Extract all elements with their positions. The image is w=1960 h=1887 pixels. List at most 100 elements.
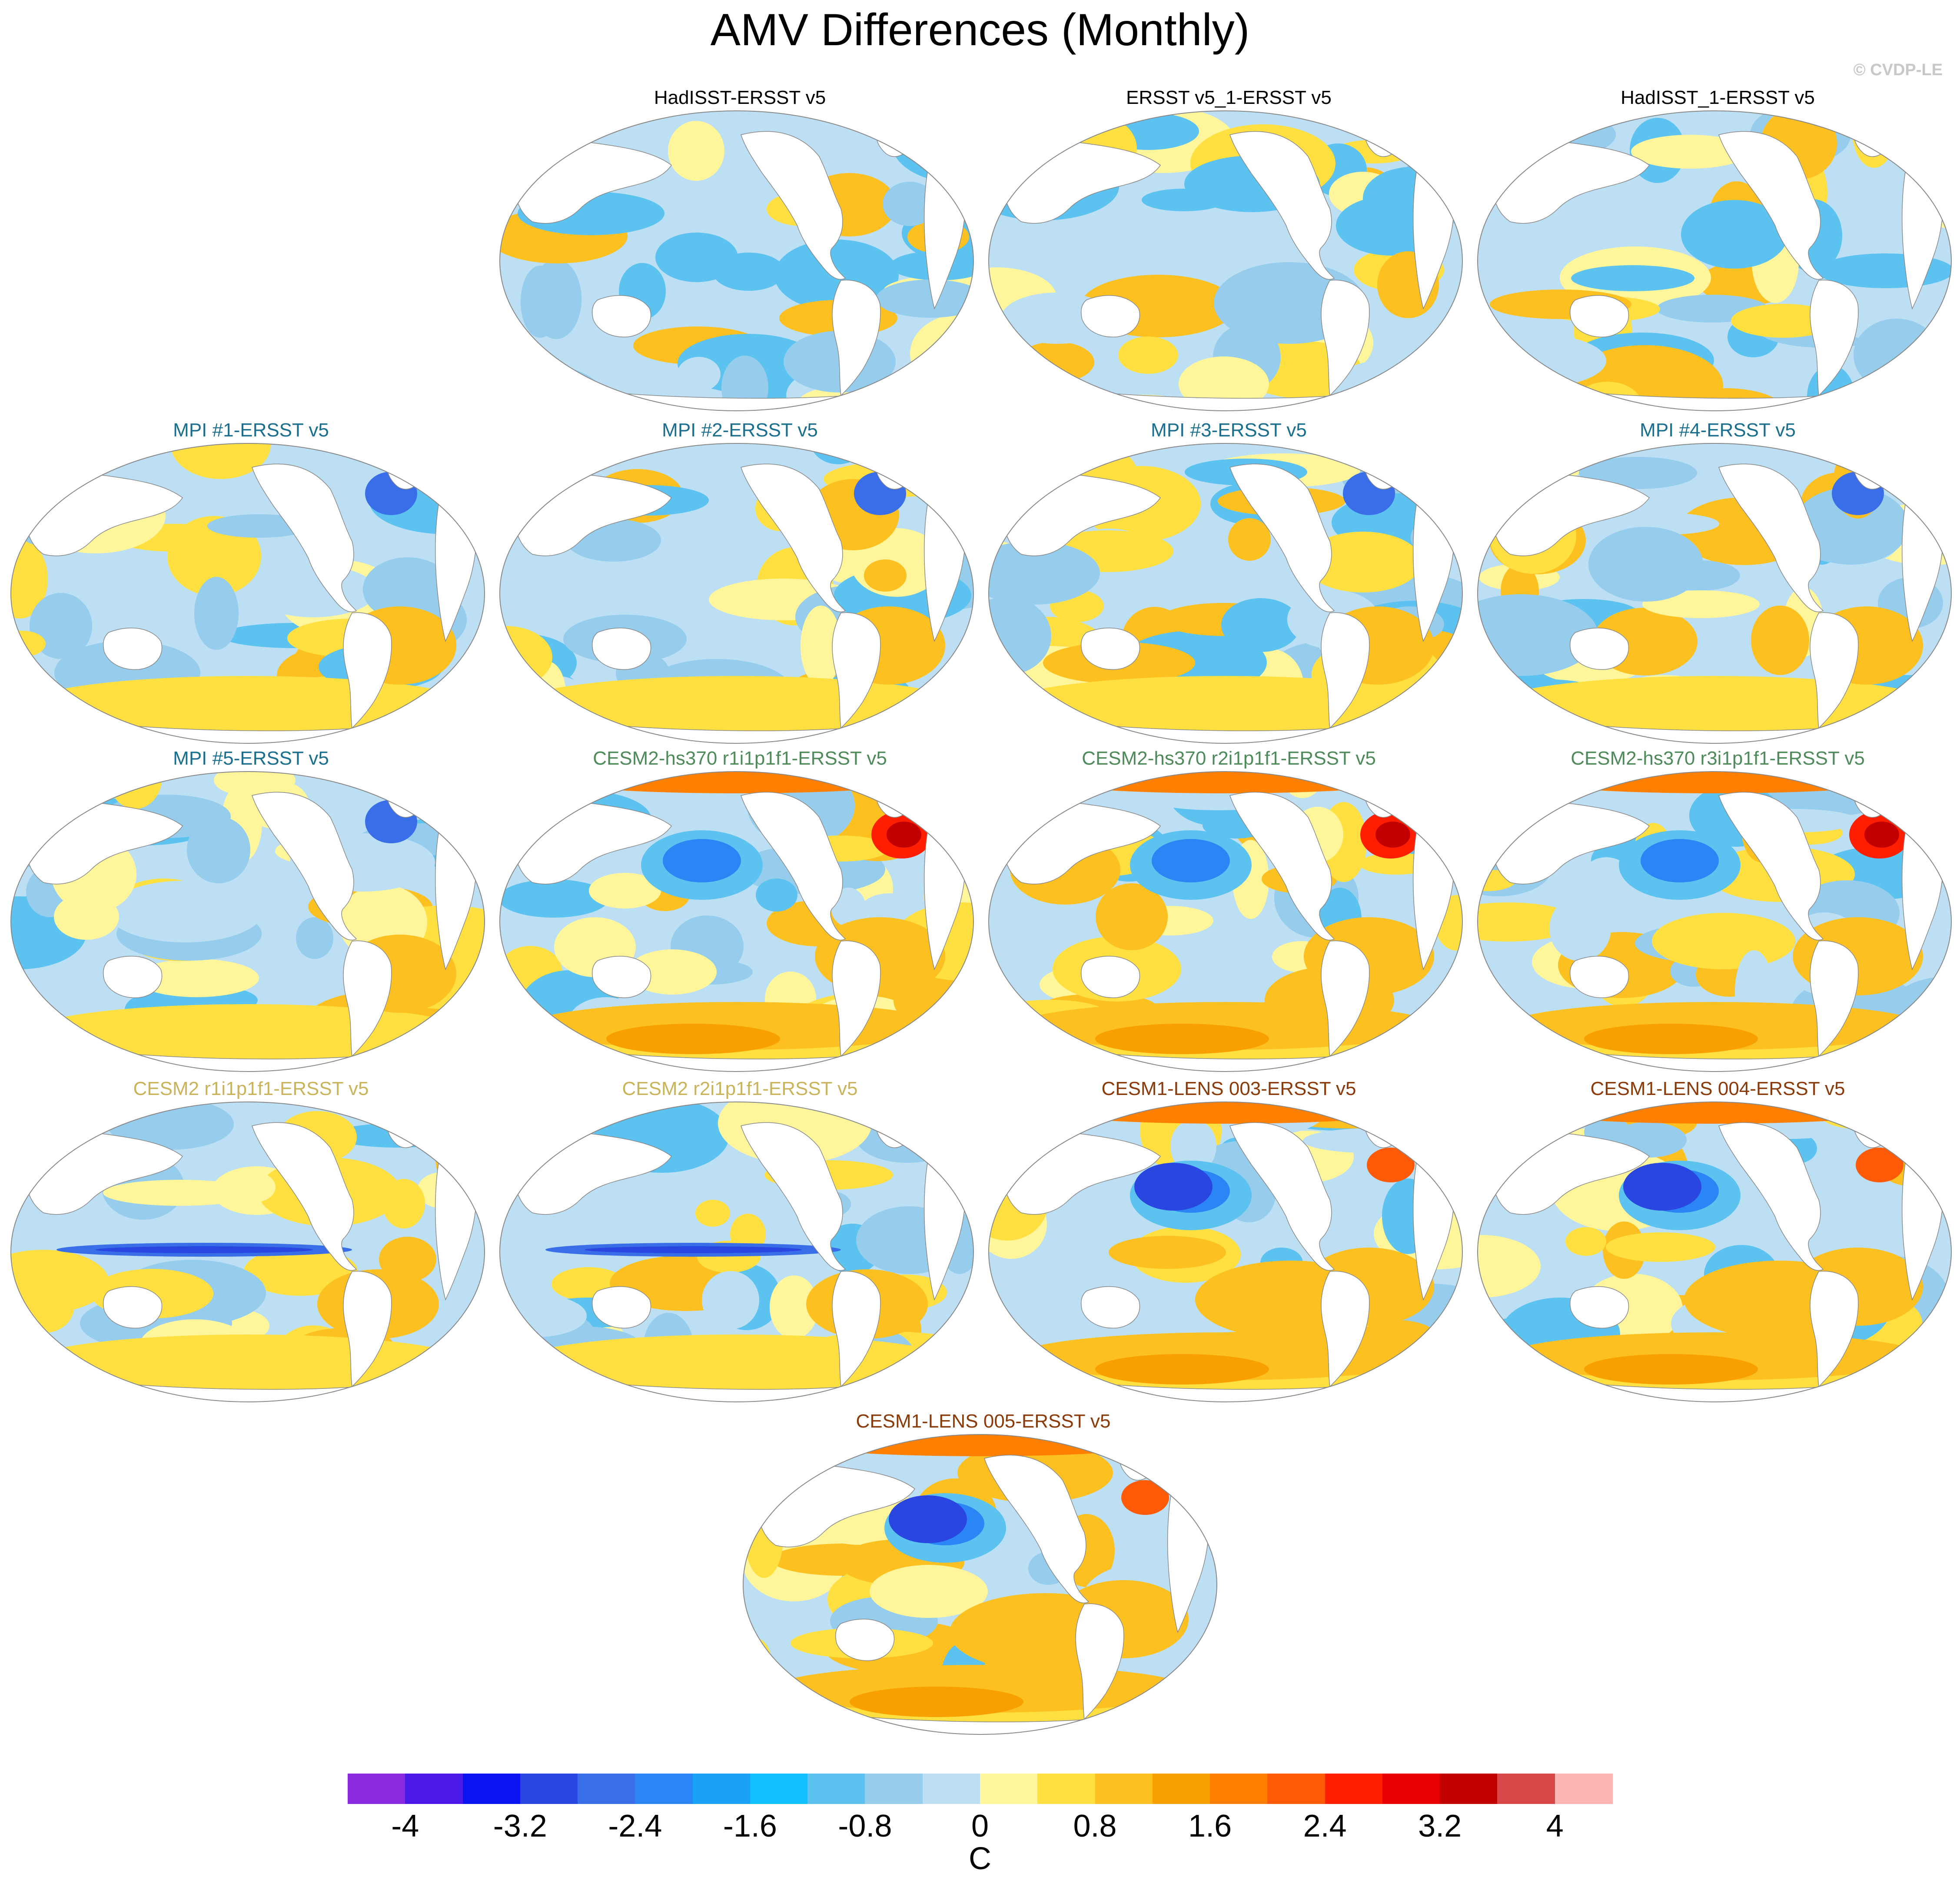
anomaly-region (1304, 532, 1422, 592)
globe-outline (499, 1102, 974, 1402)
landmass (252, 792, 357, 941)
landmass (1229, 463, 1335, 612)
colorbar-segment (520, 1774, 578, 1804)
map-panel: MPI #4-ERSST v5 (1473, 419, 1960, 750)
anomaly-region (521, 266, 560, 338)
landmass (741, 792, 846, 941)
southern-ocean-anomaly (1488, 676, 1940, 737)
anomaly-region (363, 557, 452, 622)
anomaly-region (1426, 1113, 1462, 1140)
colorbar-tick-label: 2.4 (1303, 1809, 1347, 1844)
anomaly-region (801, 606, 841, 686)
anomaly-region (11, 539, 48, 619)
map-panel: HadISST-ERSST v5 (495, 87, 984, 417)
anomaly-region (989, 541, 1100, 605)
landmass (1075, 1603, 1124, 1720)
colorbar-segment (692, 1774, 751, 1804)
southern-ocean-anomaly (1584, 1354, 1758, 1384)
north-pacific-anomaly (889, 1495, 967, 1543)
globe-outline (1477, 1102, 1952, 1402)
landmass (1321, 940, 1370, 1057)
southern-ocean-anomaly (22, 1004, 474, 1065)
globe-outline (988, 771, 1463, 1072)
southern-ocean-anomaly (1584, 1024, 1758, 1054)
anomaly-region (1588, 527, 1703, 602)
colorbar-segment (1267, 1774, 1325, 1804)
anomaly-region (11, 1102, 69, 1156)
southern-ocean-anomaly (1095, 1354, 1269, 1384)
landmass (832, 280, 881, 396)
landmass (835, 1618, 895, 1661)
anomaly-region (770, 1275, 818, 1339)
anomaly-region (870, 1565, 988, 1618)
landmass (1321, 612, 1370, 729)
anomaly-region (250, 565, 376, 617)
anomaly-region (1907, 697, 1951, 729)
landmass (1718, 1122, 1824, 1271)
map-panel: MPI #1-ERSST v5 (7, 419, 495, 750)
landmass (1321, 280, 1370, 396)
north-atlantic-anomaly (1367, 1148, 1415, 1182)
anomaly-region (38, 443, 84, 454)
landmass (1810, 612, 1859, 729)
landmass (1321, 1271, 1370, 1388)
map-panel: HadISST_1-ERSST v5 (1473, 87, 1960, 417)
map-panel: CESM1-LENS 005-ERSST v5 (739, 1411, 1228, 1741)
colorbar-segment (462, 1774, 521, 1804)
map-globe (1477, 771, 1952, 1072)
anomaly-region (876, 280, 973, 318)
panel-title: CESM2-hs370 r3i1p1f1-ERSST v5 (1571, 748, 1865, 769)
north-pacific-anomaly (1134, 1163, 1213, 1211)
equatorial-anomaly (96, 1246, 313, 1253)
colorbar-segment (635, 1774, 693, 1804)
map-globe (1477, 110, 1952, 411)
panel-title: MPI #4-ERSST v5 (1640, 419, 1796, 441)
panel-title: CESM2-hs370 r2i1p1f1-ERSST v5 (1082, 748, 1376, 769)
panel-title: CESM2-hs370 r1i1p1f1-ERSST v5 (593, 748, 887, 769)
anomaly-region (11, 1102, 62, 1164)
panel-title: CESM1-LENS 005-ERSST v5 (856, 1411, 1111, 1432)
anomaly-region (851, 386, 951, 411)
anomaly-region (11, 772, 94, 815)
map-globe (988, 1102, 1463, 1402)
map-globe (1477, 443, 1952, 744)
credit-label: © CVDP-LE (1853, 61, 1943, 79)
colorbar-segment (578, 1774, 636, 1804)
anomaly-region (500, 879, 609, 918)
map-globe (499, 771, 974, 1072)
anomaly-region (1423, 111, 1462, 139)
colorbar-segment (750, 1774, 808, 1804)
anomaly-region (1579, 457, 1697, 489)
arctic-anomaly (1043, 772, 1408, 793)
colorbar (348, 1774, 1613, 1804)
southern-ocean-anomaly (1000, 676, 1452, 737)
anomaly-region (1170, 1119, 1216, 1173)
anomaly-region (429, 1013, 485, 1065)
north-pacific-anomaly (1623, 1163, 1701, 1211)
landmass (1570, 295, 1629, 338)
anomaly-region (500, 1376, 581, 1402)
anomaly-region (135, 959, 259, 997)
north-atlantic-anomaly (1864, 822, 1899, 848)
map-panel: CESM1-LENS 003-ERSST v5 (984, 1078, 1473, 1408)
anomaly-region (1681, 200, 1788, 269)
colorbar-tick-label: 4 (1546, 1809, 1564, 1844)
anomaly-region (1405, 358, 1462, 406)
globe-outline (499, 443, 974, 744)
landmass (832, 1271, 881, 1388)
north-atlantic-anomaly (887, 822, 921, 848)
globe-outline (988, 110, 1463, 411)
colorbar-segment (922, 1774, 980, 1804)
anomaly-region (1854, 319, 1940, 392)
panel-title: ERSST v5_1-ERSST v5 (1126, 87, 1332, 108)
anomaly-region (1606, 1232, 1715, 1262)
map-globe (499, 110, 974, 411)
map-panel: CESM2 r2i1p1f1-ERSST v5 (495, 1078, 984, 1408)
anomaly-region (1361, 1375, 1404, 1402)
landmass (1081, 627, 1140, 670)
anomaly-region (1096, 883, 1168, 950)
colorbar-units: C (969, 1841, 991, 1876)
colorbar-segment (1325, 1774, 1383, 1804)
globe-outline (10, 771, 485, 1072)
equatorial-anomaly (585, 1246, 802, 1253)
